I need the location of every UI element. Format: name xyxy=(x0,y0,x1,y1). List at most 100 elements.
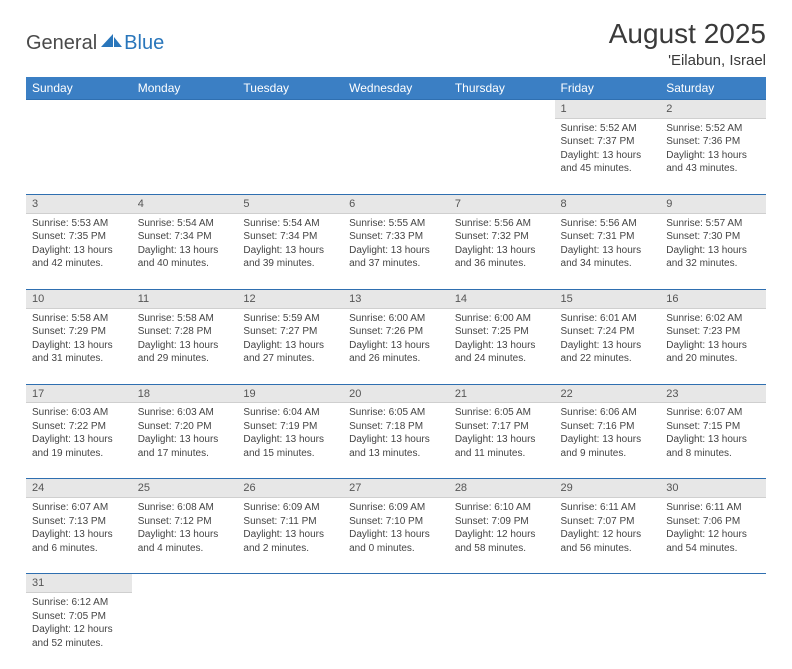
day-cell: Sunrise: 5:55 AMSunset: 7:33 PMDaylight:… xyxy=(343,213,449,289)
sunset-line: Sunset: 7:26 PM xyxy=(349,325,443,339)
day-cell xyxy=(132,118,238,194)
calendar-head: SundayMondayTuesdayWednesdayThursdayFrid… xyxy=(26,77,766,100)
sunrise-line: Sunrise: 6:00 AM xyxy=(349,312,443,326)
day-cell: Sunrise: 6:05 AMSunset: 7:18 PMDaylight:… xyxy=(343,403,449,479)
sunset-line: Sunset: 7:34 PM xyxy=(243,230,337,244)
sunrise-line: Sunrise: 6:07 AM xyxy=(32,501,126,515)
day-number-cell: 30 xyxy=(660,479,766,498)
day-cell: Sunrise: 6:07 AMSunset: 7:15 PMDaylight:… xyxy=(660,403,766,479)
day-number-cell: 22 xyxy=(555,384,661,403)
data-row: Sunrise: 6:03 AMSunset: 7:22 PM Daylight:… xyxy=(26,403,766,479)
daylight-line: Daylight: 13 hours and 32 minutes. xyxy=(666,244,760,271)
sunrise-line: Sunrise: 6:09 AM xyxy=(349,501,443,515)
data-row: Sunrise: 6:12 AMSunset: 7:05 PMDaylight:… xyxy=(26,593,766,669)
daylight-line: Daylight: 13 hours and 29 minutes. xyxy=(138,339,232,366)
daylight-line: Daylight: 13 hours and 20 minutes. xyxy=(666,339,760,366)
brand-logo: General Blue xyxy=(26,32,164,55)
day-number-cell: 26 xyxy=(237,479,343,498)
day-number-cell: 10 xyxy=(26,289,132,308)
brand-text-1: General xyxy=(26,32,97,55)
sunset-line: Sunset: 7:12 PM xyxy=(138,515,232,529)
day-number-cell: 7 xyxy=(449,194,555,213)
daylight-line: Daylight: 12 hours and 58 minutes. xyxy=(455,528,549,555)
calendar-body: 12 Sunrise: 5:52 AMSunset: 7:37 PMDayligh… xyxy=(26,100,766,669)
daylight-line: Daylight: 13 hours and 26 minutes. xyxy=(349,339,443,366)
sunset-line: Sunset: 7:15 PM xyxy=(666,420,760,434)
day-cell: Sunrise: 6:08 AMSunset: 7:12 PMDaylight:… xyxy=(132,498,238,574)
day-number-cell xyxy=(449,574,555,593)
daylight-line: Daylight: 13 hours and 39 minutes. xyxy=(243,244,337,271)
day-cell: Sunrise: 5:52 AMSunset: 7:36 PMDaylight:… xyxy=(660,118,766,194)
daylight-line: Daylight: 13 hours and 36 minutes. xyxy=(455,244,549,271)
day-number-cell xyxy=(237,574,343,593)
day-cell xyxy=(343,593,449,669)
daylight-line: Daylight: 13 hours and 11 minutes. xyxy=(455,433,549,460)
daynum-row: 31 xyxy=(26,574,766,593)
day-number-cell: 12 xyxy=(237,289,343,308)
daylight-line: Daylight: 13 hours and 6 minutes. xyxy=(32,528,126,555)
day-number-cell: 29 xyxy=(555,479,661,498)
day-number-cell xyxy=(26,100,132,119)
day-cell: Sunrise: 6:00 AMSunset: 7:25 PMDaylight:… xyxy=(449,308,555,384)
sunrise-line: Sunrise: 5:54 AM xyxy=(243,217,337,231)
day-number-cell xyxy=(660,574,766,593)
sunrise-line: Sunrise: 6:05 AM xyxy=(349,406,443,420)
sunrise-line: Sunrise: 5:56 AM xyxy=(561,217,655,231)
day-number-cell: 14 xyxy=(449,289,555,308)
day-number-cell: 19 xyxy=(237,384,343,403)
sunrise-line: Sunrise: 5:58 AM xyxy=(138,312,232,326)
sunset-line: Sunset: 7:11 PM xyxy=(243,515,337,529)
sunset-line: Sunset: 7:25 PM xyxy=(455,325,549,339)
brand-text-2: Blue xyxy=(124,32,164,55)
sunset-line: Sunset: 7:16 PM xyxy=(561,420,655,434)
day-header: Tuesday xyxy=(237,77,343,100)
daylight-line: Daylight: 13 hours and 13 minutes. xyxy=(349,433,443,460)
day-number-cell xyxy=(449,100,555,119)
sunrise-line: Sunrise: 6:00 AM xyxy=(455,312,549,326)
title-block: August 2025 'Eilabun, Israel xyxy=(609,18,766,69)
day-cell: Sunrise: 6:03 AMSunset: 7:22 PMDaylight:… xyxy=(26,403,132,479)
daylight-line: Daylight: 13 hours and 40 minutes. xyxy=(138,244,232,271)
day-number-cell: 31 xyxy=(26,574,132,593)
day-number-cell: 17 xyxy=(26,384,132,403)
day-cell: Sunrise: 6:07 AMSunset: 7:13 PMDaylight:… xyxy=(26,498,132,574)
sunset-line: Sunset: 7:06 PM xyxy=(666,515,760,529)
data-row: Sunrise: 5:58 AM Sunset: 7:29 PM Daylight:… xyxy=(26,308,766,384)
day-cell: Sunrise: 6:00 AMSunset: 7:26 PMDaylight:… xyxy=(343,308,449,384)
day-cell: Sunrise: 5:58 AMSunset: 7:28 PMDaylight:… xyxy=(132,308,238,384)
day-number-cell xyxy=(555,574,661,593)
day-number-cell: 16 xyxy=(660,289,766,308)
day-cell: Sunrise: 5:59 AMSunset: 7:27 PMDaylight:… xyxy=(237,308,343,384)
day-number-cell xyxy=(343,574,449,593)
sunrise-line: Sunrise: 6:02 AM xyxy=(666,312,760,326)
day-cell: Sunrise: 5:54 AMSunset: 7:34 PMDaylight:… xyxy=(132,213,238,289)
day-number-cell: 2 xyxy=(660,100,766,119)
day-cell: Sunrise: 6:09 AMSunset: 7:10 PMDaylight:… xyxy=(343,498,449,574)
day-number-cell: 18 xyxy=(132,384,238,403)
day-cell: Sunrise: 5:53 AMSunset: 7:35 PMDaylight:… xyxy=(26,213,132,289)
day-number-cell: 8 xyxy=(555,194,661,213)
day-number-cell: 4 xyxy=(132,194,238,213)
daylight-line: Daylight: 13 hours and 4 minutes. xyxy=(138,528,232,555)
sunrise-line: Sunrise: 6:04 AM xyxy=(243,406,337,420)
sunset-line: Sunset: 7:36 PM xyxy=(666,135,760,149)
day-number-cell xyxy=(132,100,238,119)
day-number-cell: 20 xyxy=(343,384,449,403)
sunset-line: Sunset: 7:32 PM xyxy=(455,230,549,244)
sunrise-line: Sunrise: 5:52 AM xyxy=(666,122,760,136)
sunset-line: Sunset: 7:22 PM xyxy=(32,420,126,434)
day-number-cell: 21 xyxy=(449,384,555,403)
day-number-cell: 6 xyxy=(343,194,449,213)
sunset-line: Sunset: 7:29 PM xyxy=(32,325,126,339)
sunrise-line: Sunrise: 6:03 AM xyxy=(32,406,126,420)
sunset-line: Sunset: 7:07 PM xyxy=(561,515,655,529)
day-cell: Sunrise: 5:52 AMSunset: 7:37 PMDaylight:… xyxy=(555,118,661,194)
sunset-line: Sunset: 7:27 PM xyxy=(243,325,337,339)
sunset-line: Sunset: 7:09 PM xyxy=(455,515,549,529)
sunrise-line: Sunrise: 6:01 AM xyxy=(561,312,655,326)
day-cell xyxy=(26,118,132,194)
sunrise-line: Sunrise: 6:07 AM xyxy=(666,406,760,420)
sunrise-line: Sunrise: 5:53 AM xyxy=(32,217,126,231)
daynum-row: 10111213141516 xyxy=(26,289,766,308)
daylight-line: Daylight: 13 hours and 45 minutes. xyxy=(561,149,655,176)
